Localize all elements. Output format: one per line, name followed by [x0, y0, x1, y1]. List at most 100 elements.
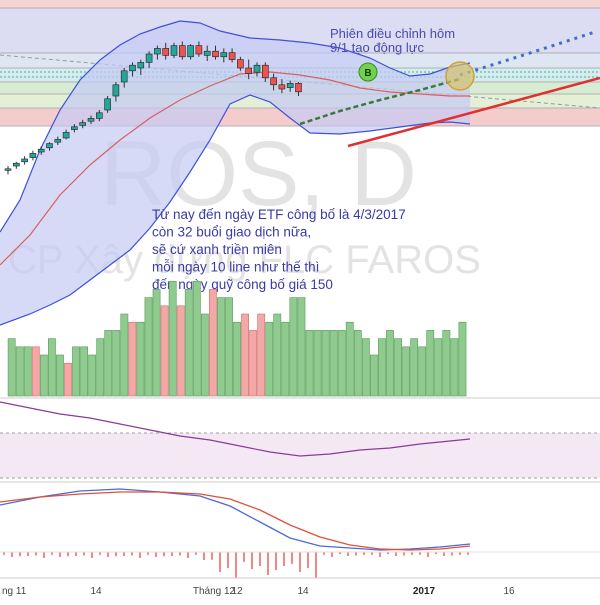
note-top-line1: Phiên điều chỉnh hôm: [330, 26, 455, 41]
candle-body: [13, 162, 20, 167]
volume-bar: [345, 321, 354, 397]
candle-body: [145, 53, 153, 63]
candles-group: [4, 41, 302, 175]
bollinger-upper-line: [0, 20, 471, 233]
candle-body: [96, 112, 103, 119]
macd-line: [0, 488, 471, 551]
volume-bar: [88, 354, 97, 397]
volume-bar: [442, 330, 451, 397]
candle-body: [120, 70, 128, 83]
candle-body: [212, 50, 219, 58]
candle-body: [79, 122, 86, 126]
oscillator-line: [0, 401, 471, 457]
candle-body: [104, 98, 111, 111]
volume-bar: [265, 321, 274, 397]
volume-bar: [233, 321, 241, 397]
candle-body: [87, 118, 95, 122]
candle-body: [220, 52, 228, 58]
volume-bar: [200, 313, 209, 397]
candle-body: [62, 132, 70, 139]
candle-body: [228, 52, 236, 60]
note-main-line: mỗi ngày 10 line như thế thì: [152, 260, 319, 275]
candle-body: [37, 148, 45, 153]
zone-top-red: [0, 0, 600, 8]
volume-bar: [426, 330, 435, 397]
volume-bar: [96, 338, 105, 397]
moving-average-line: [0, 71, 470, 266]
volume-bar: [39, 354, 48, 397]
volume-bar: [72, 346, 80, 397]
volume-bar: [458, 321, 467, 397]
candle-body: [195, 45, 203, 55]
candle-body: [4, 168, 12, 171]
candle-body: [253, 64, 261, 73]
macd-signal-line: [0, 491, 471, 551]
volume-bar: [249, 330, 258, 397]
candle-body: [112, 84, 120, 97]
candle-body: [237, 59, 244, 69]
note-main-line: còn 32 buổi giao dịch nữa,: [152, 225, 311, 240]
volume-bar: [450, 338, 459, 397]
volume-bar: [136, 321, 145, 397]
volume-bar: [353, 330, 362, 397]
volume-bar: [120, 313, 129, 397]
volume-bars: [7, 280, 467, 397]
volume-bar: [192, 280, 201, 397]
candle-body: [270, 77, 277, 86]
volume-bar: [297, 297, 306, 397]
volume-bar: [321, 330, 330, 397]
volume-bar: [209, 289, 217, 397]
volume-bar: [64, 362, 72, 397]
volume-bar: [402, 346, 410, 397]
volume-bar: [434, 338, 443, 397]
volume-bar: [257, 313, 266, 397]
volume-bar: [305, 330, 314, 397]
volume-bar: [144, 297, 153, 397]
candle-body: [162, 48, 169, 56]
volume-bar: [7, 338, 16, 397]
volume-bar: [337, 330, 346, 397]
buy-marker[interactable]: [358, 62, 378, 82]
volume-bar: [23, 346, 32, 397]
volume-bar: [378, 338, 386, 397]
candle-body: [245, 67, 252, 74]
volume-bar: [410, 338, 419, 397]
candle-body: [295, 83, 302, 93]
x-tick-label: 16: [503, 586, 515, 597]
volume-bar: [112, 330, 121, 397]
volume-bar: [31, 346, 40, 397]
note-top-line2: 9/1 tạo động lực: [330, 40, 424, 55]
x-tick-label: 12: [231, 586, 243, 597]
volume-bar: [47, 338, 56, 397]
candle-body: [261, 64, 269, 79]
blue-projection-line: [459, 30, 596, 77]
candle-body: [129, 64, 136, 72]
candle-body: [170, 45, 178, 56]
macd-histogram: [3, 552, 469, 578]
volume-bar: [418, 346, 427, 397]
volume-bar: [15, 346, 24, 397]
candle-body: [203, 50, 211, 56]
x-tick-label: 2017: [413, 586, 436, 597]
x-tick-label: 14: [90, 586, 102, 597]
candle-body: [278, 84, 286, 90]
candle-body: [54, 139, 62, 143]
volume-bar: [386, 330, 394, 397]
green-dashed-trend-line: [299, 77, 461, 126]
red-trend-line: [347, 76, 600, 148]
candle-body: [179, 45, 186, 58]
buy-marker-label: B: [364, 68, 371, 79]
volume-bar: [241, 313, 249, 397]
candle-body: [29, 153, 37, 158]
volume-bar: [80, 346, 88, 397]
candle-body: [286, 83, 294, 88]
volume-bar: [394, 338, 402, 397]
volume-bar: [273, 313, 282, 397]
x-tick-label: 14: [297, 586, 309, 597]
candle-body: [21, 158, 28, 163]
volume-bar: [184, 289, 193, 397]
volume-bar: [160, 305, 169, 397]
note-main-line: Từ nay đến ngày ETF công bố là 4/3/2017: [152, 207, 406, 222]
